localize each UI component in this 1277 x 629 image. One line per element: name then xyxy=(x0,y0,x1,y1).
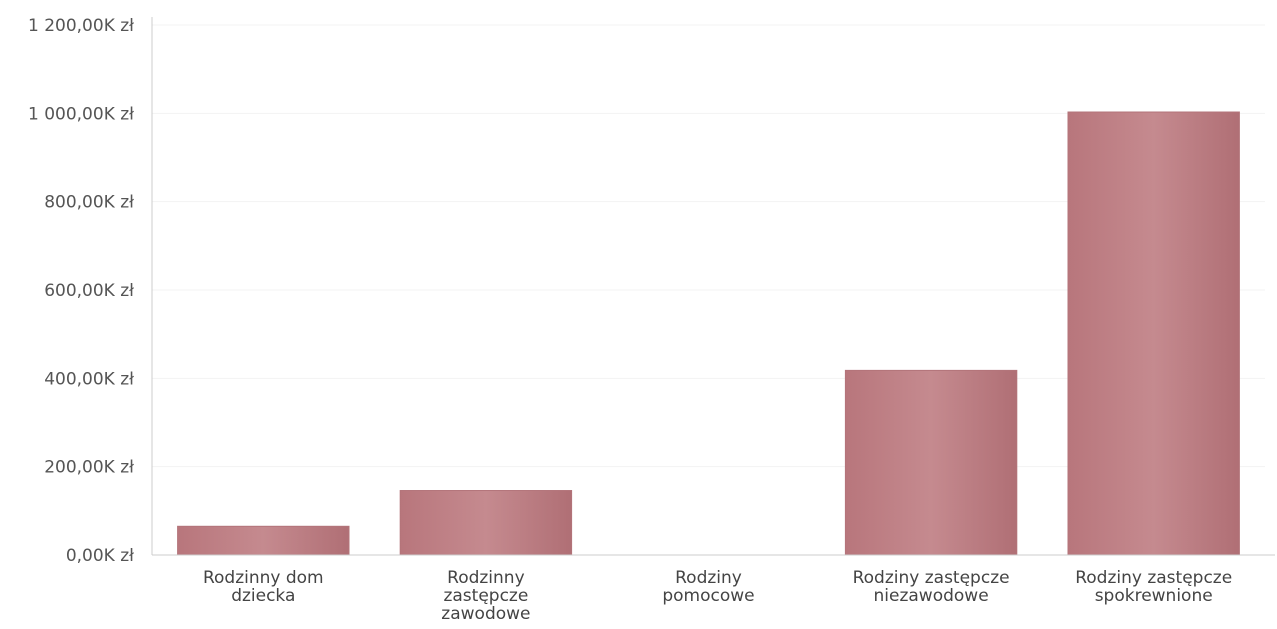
bar xyxy=(177,525,350,556)
y-tick-label: 400,00K zł xyxy=(44,369,134,389)
y-tick-label: 1 000,00K zł xyxy=(28,104,134,124)
x-tick-label: Rodzinny dom dziecka xyxy=(203,568,324,606)
bar xyxy=(1067,111,1240,556)
x-tick-label: Rodziny pomocowe xyxy=(662,568,754,606)
x-tick-label: Rodziny zastępcze spokrewnione xyxy=(1075,568,1232,606)
y-tick-label: 600,00K zł xyxy=(44,281,134,301)
bar xyxy=(844,369,1018,556)
y-tick-label: 800,00K zł xyxy=(44,193,134,213)
bar xyxy=(399,490,573,556)
x-tick-label: Rodziny zastępcze niezawodowe xyxy=(853,568,1010,606)
y-tick-label: 200,00K zł xyxy=(44,458,134,478)
y-axis-ticks: 0,00K zł 200,00K zł 400,00K zł 600,00K zł 80… xyxy=(28,16,134,566)
y-tick-label: 0,00K zł xyxy=(66,546,134,566)
bars xyxy=(177,111,1240,556)
x-axis-ticks: Rodzinny dom dziecka Rodzinny zastępcze zawo… xyxy=(203,568,1232,624)
x-tick-label: Rodzinny zastępcze zawodowe xyxy=(441,568,530,624)
y-tick-label: 1 200,00K zł xyxy=(28,16,134,36)
